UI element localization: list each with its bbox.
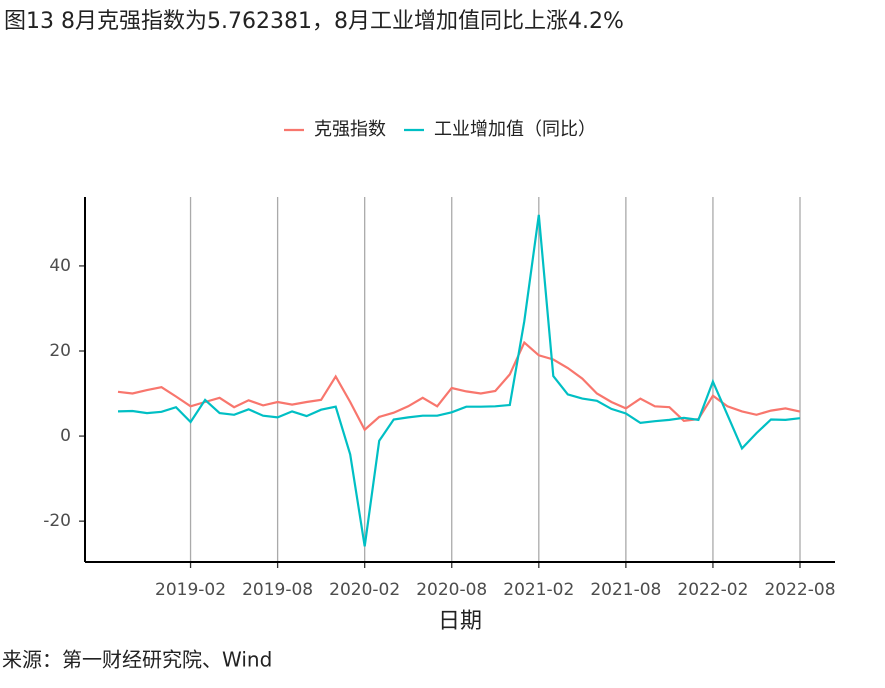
chart-title: 图13 8月克强指数为5.762381，8月工业增加值同比上涨4.2% — [4, 9, 624, 34]
series-line — [117, 340, 801, 432]
x-tick-label: 2020-02 — [329, 580, 400, 600]
series-line — [117, 214, 801, 547]
x-tick-label: 2022-08 — [764, 580, 835, 600]
y-tick-label: 0 — [60, 426, 71, 446]
x-tick-label: 2020-08 — [416, 580, 487, 600]
x-axis-title: 日期 — [438, 609, 482, 634]
legend-label: 工业增加值（同比） — [434, 119, 596, 140]
x-tick-label: 2019-08 — [242, 580, 313, 600]
x-tick-label: 2021-08 — [590, 580, 661, 600]
x-tick-label: 2019-02 — [155, 580, 226, 600]
y-tick-label: 20 — [49, 341, 71, 361]
source: 来源：第一财经研究院、Wind — [2, 648, 272, 672]
y-tick-label: 40 — [49, 256, 71, 276]
x-tick-label: 2022-02 — [677, 580, 748, 600]
x-tick-label: 2021-02 — [503, 580, 574, 600]
legend-label: 克强指数 — [314, 119, 386, 140]
y-tick-label: -20 — [43, 511, 71, 531]
